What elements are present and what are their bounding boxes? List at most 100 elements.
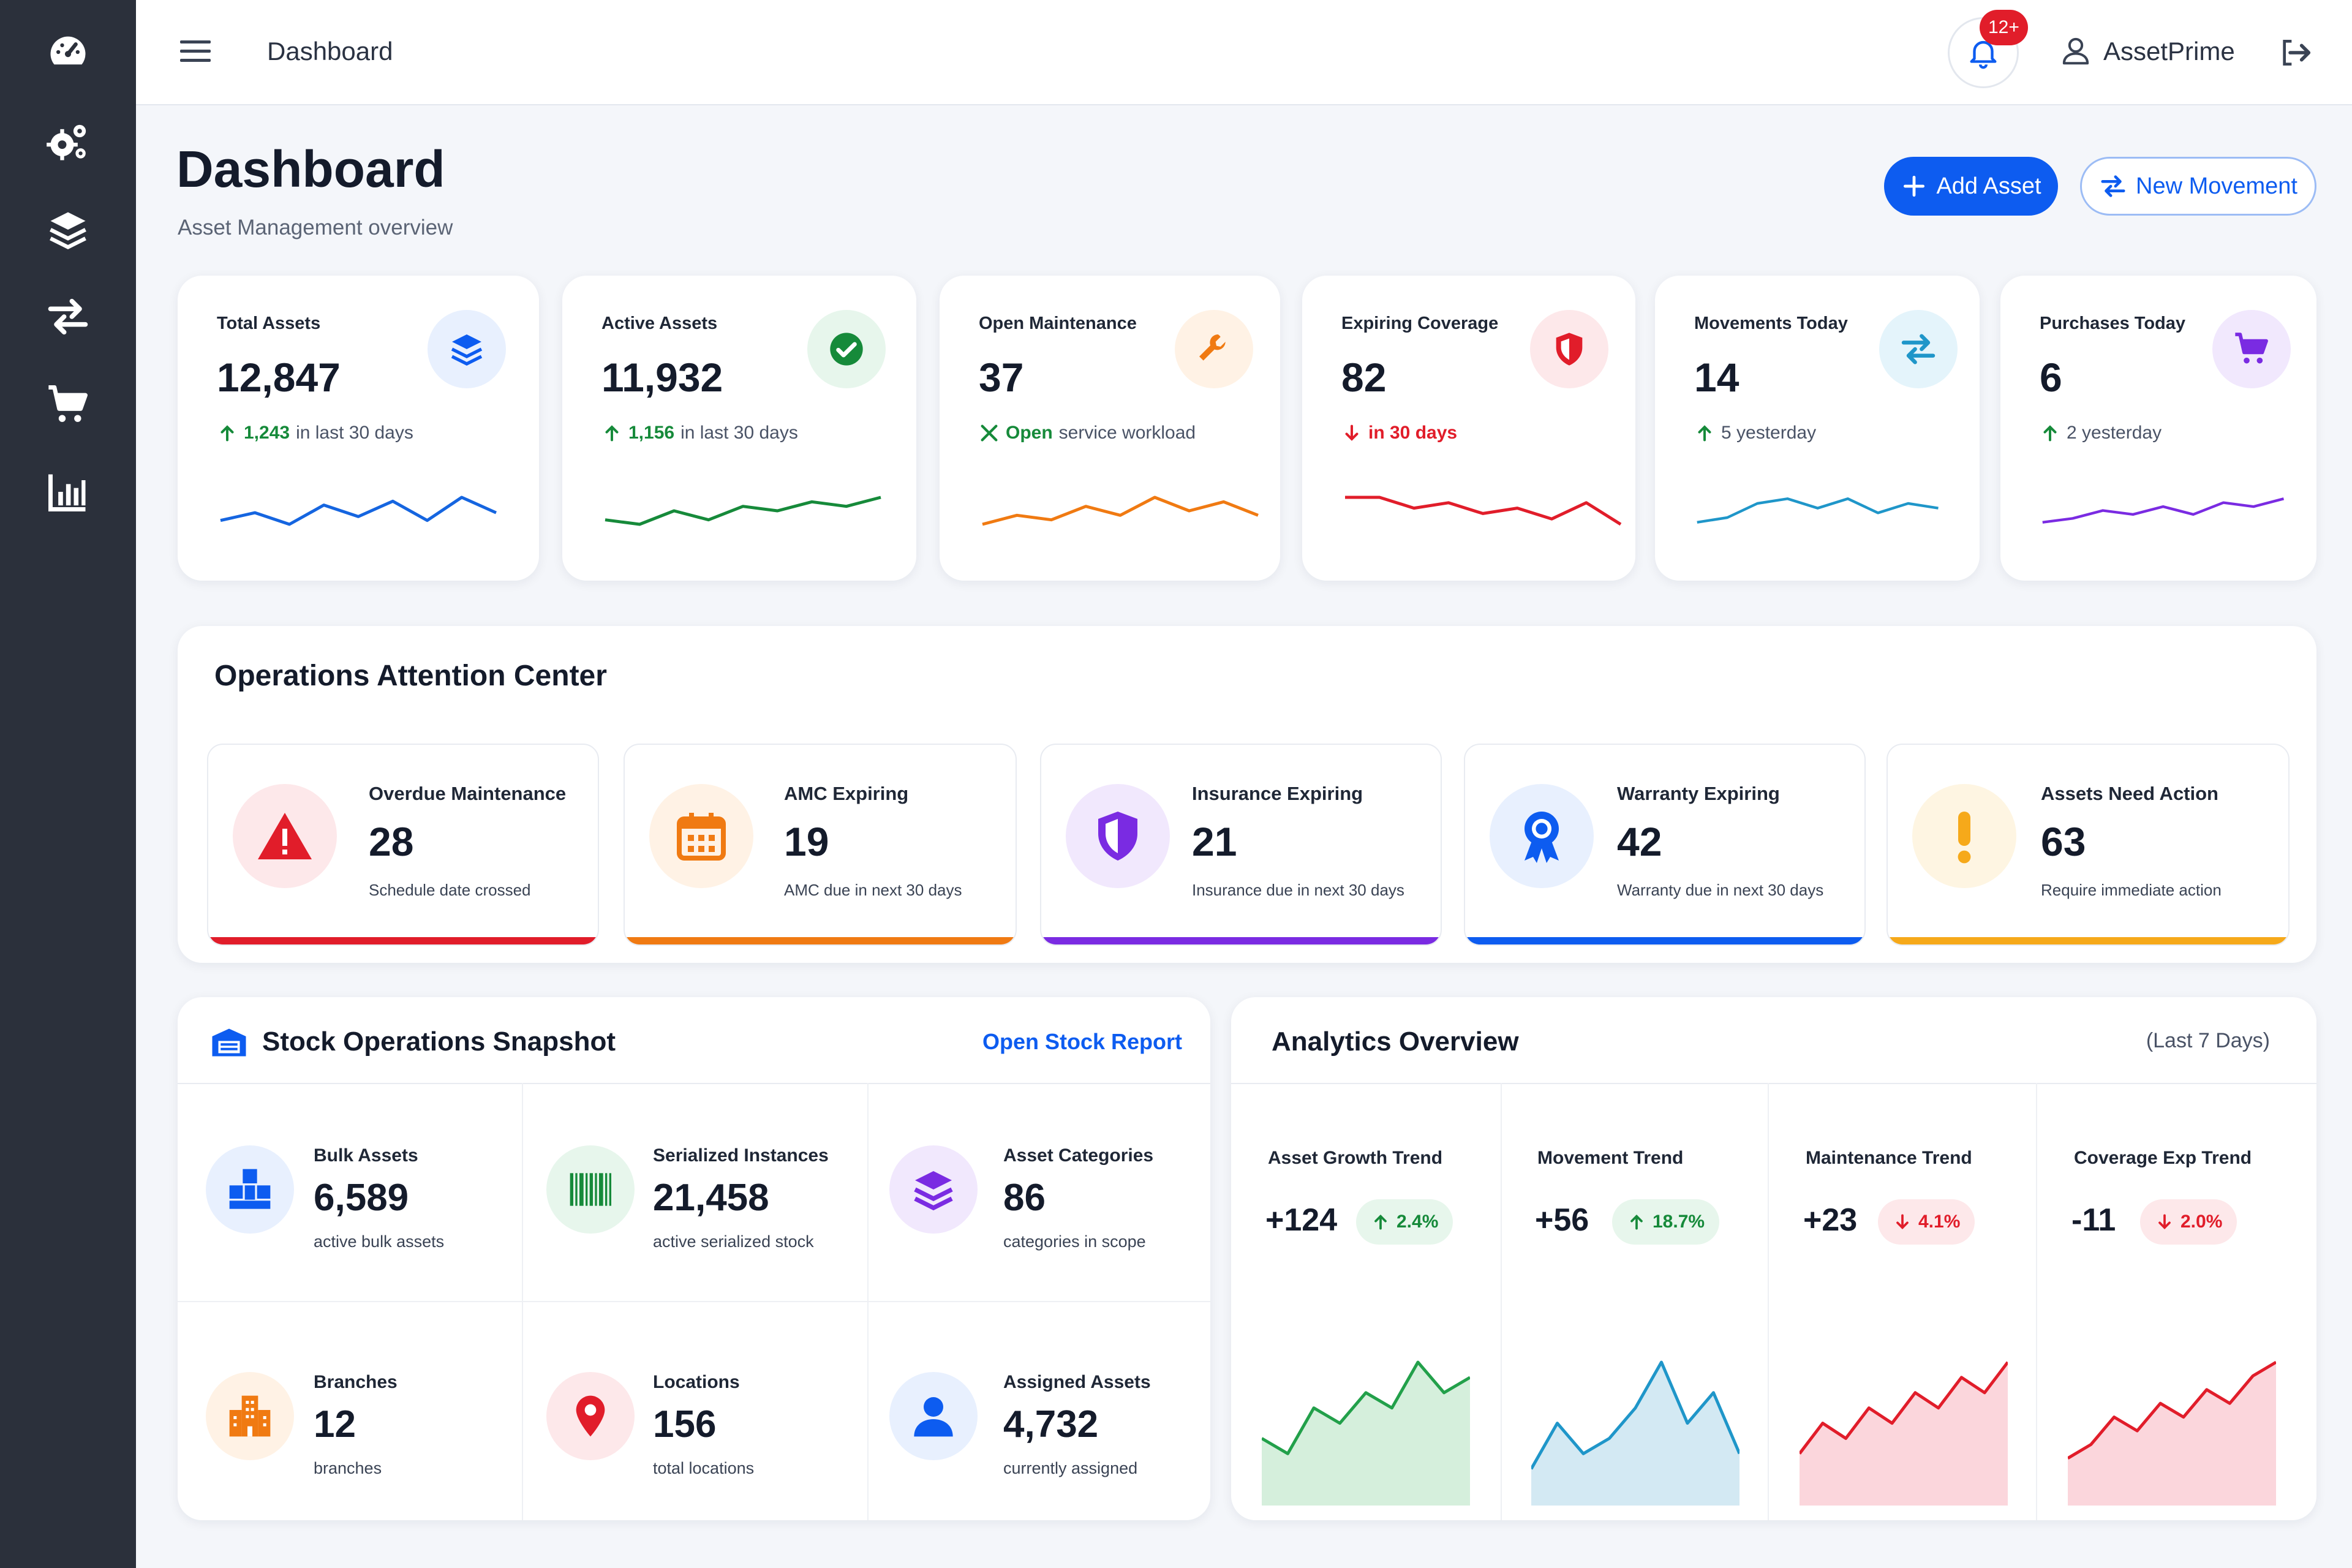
kpi-label: Open Maintenance — [979, 314, 1137, 333]
stock-label: Serialized Instances — [653, 1145, 829, 1166]
attention-card-amc-expiring[interactable]: AMC Expiring 19 AMC due in next 30 days — [624, 744, 1017, 946]
new-movement-button[interactable]: New Movement — [2080, 157, 2316, 216]
attention-label: AMC Expiring — [784, 783, 909, 804]
stock-title: Stock Operations Snapshot — [262, 1027, 616, 1057]
kpi-label: Movements Today — [1694, 314, 1848, 333]
stock-item-branches[interactable]: Branches 12 branches — [178, 1311, 522, 1520]
stock-label: Branches — [314, 1372, 398, 1392]
attention-card-assets-need-action[interactable]: Assets Need Action 63 Require immediate … — [1887, 744, 2290, 946]
kpi-value: 6 — [2040, 355, 2062, 400]
trend-area-chart — [2068, 1360, 2276, 1506]
kpi-trend: 1,243 in last 30 days — [217, 423, 413, 443]
kpi-trend: 5 yesterday — [1694, 423, 1816, 443]
analytics-value: -11 — [2071, 1202, 2116, 1238]
user-icon[interactable] — [2059, 34, 2092, 67]
analytics-label: Maintenance Trend — [1806, 1148, 1972, 1168]
transfer-arrows-icon — [1879, 310, 1958, 388]
analytics-card-coverage-exp[interactable]: Coverage Exp Trend -11 2.0% — [2037, 1083, 2304, 1520]
stock-sub: active bulk assets — [314, 1232, 445, 1251]
kpi-trend-value: Open — [1006, 423, 1053, 443]
stock-item-asset-categories[interactable]: Asset Categories 86 categories in scope — [869, 1084, 1210, 1307]
stock-label: Asset Categories — [1003, 1145, 1154, 1166]
kpi-card-open-maintenance[interactable]: Open Maintenance 37 Open service workload — [940, 276, 1280, 581]
kpi-card-total-assets[interactable]: Total Assets 12,847 1,243 in last 30 days — [178, 276, 539, 581]
sparkline — [982, 496, 1259, 526]
stock-value: 6,589 — [314, 1177, 409, 1219]
divider — [2036, 1083, 2037, 1520]
divider — [1231, 1083, 2316, 1084]
stock-sub: total locations — [653, 1459, 755, 1477]
bar-chart-icon[interactable] — [40, 464, 96, 519]
top-bar: Dashboard 12+ AssetPrime — [136, 0, 2352, 105]
stock-item-assigned-assets[interactable]: Assigned Assets 4,732 currently assigned — [869, 1311, 1210, 1520]
stock-item-locations[interactable]: Locations 156 total locations — [523, 1311, 868, 1520]
attention-center-panel: Operations Attention Center Overdue Main… — [178, 626, 2316, 963]
kpi-trend-text: in last 30 days — [680, 423, 798, 443]
attention-card-overdue-maintenance[interactable]: Overdue Maintenance 28 Schedule date cro… — [207, 744, 599, 946]
change-badge: 18.7% — [1612, 1199, 1720, 1245]
kpi-label: Total Assets — [217, 314, 321, 333]
stock-item-bulk-assets[interactable]: Bulk Assets 6,589 active bulk assets — [178, 1084, 522, 1307]
attention-label: Warranty Expiring — [1617, 783, 1780, 804]
stock-label: Bulk Assets — [314, 1145, 418, 1166]
analytics-card-maintenance[interactable]: Maintenance Trend +23 4.1% — [1769, 1083, 2036, 1520]
map-pin-icon — [546, 1372, 635, 1460]
stock-item-serialized-instances[interactable]: Serialized Instances 21,458 active seria… — [523, 1084, 868, 1307]
stock-sub: currently assigned — [1003, 1459, 1138, 1477]
kpi-trend: in 30 days — [1341, 423, 1463, 443]
analytics-card-movement[interactable]: Movement Trend +56 18.7% — [1501, 1083, 1768, 1520]
attention-title: Operations Attention Center — [214, 660, 607, 692]
kpi-card-movements-today[interactable]: Movements Today 14 5 yesterday — [1655, 276, 1980, 581]
user-name[interactable]: AssetPrime — [2103, 37, 2235, 66]
cart-icon[interactable] — [40, 377, 96, 432]
attention-sub: Warranty due in next 30 days — [1617, 881, 1824, 899]
change-badge: 2.4% — [1356, 1199, 1453, 1245]
accent-bar — [208, 937, 598, 944]
change-badge: 2.0% — [2140, 1199, 2237, 1245]
menu-icon[interactable] — [180, 39, 211, 64]
kpi-card-expiring-coverage[interactable]: Expiring Coverage 82 in 30 days — [1302, 276, 1635, 581]
analytics-card-asset-growth[interactable]: Asset Growth Trend +124 2.4% — [1231, 1083, 1498, 1520]
analytics-label: Asset Growth Trend — [1268, 1148, 1443, 1168]
layers-icon[interactable] — [40, 202, 96, 257]
building-icon — [206, 1372, 294, 1460]
kpi-trend-value: 5 yesterday — [1721, 423, 1817, 443]
calendar-icon — [649, 784, 753, 888]
warning-triangle-icon — [233, 784, 337, 888]
attention-value: 21 — [1192, 819, 1237, 864]
divider — [178, 1301, 1210, 1302]
divider — [178, 1083, 1210, 1084]
shield-icon — [1530, 310, 1608, 388]
logout-icon[interactable] — [2277, 36, 2312, 70]
settings-gears-icon[interactable] — [40, 115, 96, 170]
accent-bar — [1041, 937, 1441, 944]
add-asset-button[interactable]: Add Asset — [1884, 157, 2058, 216]
attention-sub: Insurance due in next 30 days — [1192, 881, 1404, 899]
open-stock-report-link[interactable]: Open Stock Report — [982, 1029, 1182, 1054]
accent-bar — [1888, 937, 2288, 944]
stock-value: 21,458 — [653, 1177, 769, 1219]
analytics-value: +56 — [1535, 1202, 1589, 1238]
attention-value: 19 — [784, 819, 829, 864]
layers-icon — [889, 1145, 978, 1234]
sparkline — [1345, 496, 1622, 526]
attention-value: 63 — [2041, 819, 2086, 864]
transfer-arrows-icon[interactable] — [40, 289, 96, 344]
attention-card-warranty-expiring[interactable]: Warranty Expiring 42 Warranty due in nex… — [1464, 744, 1866, 946]
arrow-up-icon — [2043, 425, 2057, 442]
arrow-up-icon — [221, 425, 234, 442]
stock-label: Locations — [653, 1372, 740, 1392]
tools-icon — [981, 424, 998, 442]
user-icon — [889, 1372, 978, 1460]
dashboard-gauge-icon[interactable] — [40, 24, 96, 80]
change-value: 18.7% — [1653, 1212, 1705, 1232]
kpi-value: 82 — [1341, 355, 1387, 400]
attention-card-insurance-expiring[interactable]: Insurance Expiring 21 Insurance due in n… — [1040, 744, 1442, 946]
stock-value: 12 — [314, 1403, 356, 1446]
kpi-value: 11,932 — [601, 355, 723, 400]
kpi-card-active-assets[interactable]: Active Assets 11,932 1,156 in last 30 day… — [562, 276, 916, 581]
kpi-card-purchases-today[interactable]: Purchases Today 6 2 yesterday — [2000, 276, 2316, 581]
change-value: 4.1% — [1918, 1212, 1961, 1232]
change-value: 2.4% — [1396, 1212, 1439, 1232]
page-title: Dashboard — [176, 140, 445, 198]
